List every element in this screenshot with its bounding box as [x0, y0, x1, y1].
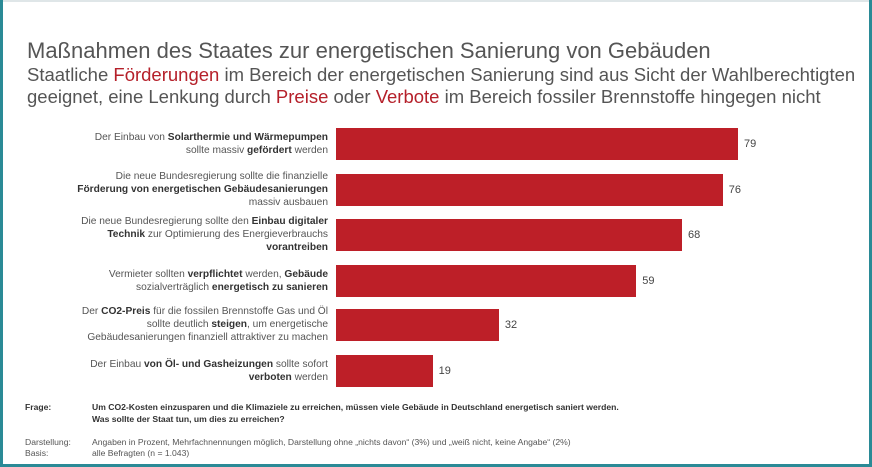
- display-text: Angaben in Prozent, Mehrfachnennungen mö…: [92, 437, 571, 447]
- question-line-2: Was sollte der Staat tun, um dies zu err…: [92, 414, 285, 424]
- label-segment: Gebäude: [284, 268, 328, 280]
- label-segment: Einbau digitaler: [251, 216, 328, 228]
- label-segment: CO2-Preis: [101, 306, 151, 318]
- label-segment: sozialverträglich: [136, 282, 212, 293]
- display-label: Darstellung:: [25, 437, 71, 447]
- bar: [336, 355, 433, 387]
- category-label: Der Einbau von Solarthermie und Wärmepum…: [0, 131, 328, 157]
- label-segment: Vermieter sollten: [108, 268, 188, 280]
- label-segment: werden: [291, 145, 328, 156]
- subtitle-line: Staatliche Förderungen im Bereich der en…: [27, 64, 855, 86]
- category-label: Vermieter sollten verpflichtet werden, G…: [0, 268, 328, 294]
- subtitle-text: oder: [328, 86, 376, 107]
- label-segment: sollte sofort: [273, 358, 328, 370]
- label-segment: sollte deutlich: [146, 319, 212, 331]
- label-segment: verpflichtet: [187, 268, 243, 280]
- label-segment: Die neue Bundesregierung sollte die fina…: [115, 171, 328, 183]
- bar: [336, 128, 738, 160]
- label-segment: Solarthermie und Wärmepumpen: [167, 131, 328, 143]
- chart-subtitle: Staatliche Förderungen im Bereich der en…: [27, 64, 855, 108]
- highlight-word: Verbote: [375, 86, 440, 107]
- data-label: 19: [438, 365, 451, 377]
- bar: [336, 174, 723, 206]
- label-segment: , um energetische: [247, 319, 328, 331]
- category-label: Der CO2-Preis für die fossilen Brennstof…: [0, 305, 328, 345]
- data-label: 32: [504, 319, 518, 331]
- label-segment: Die neue Bundesregierung sollte den: [81, 216, 252, 228]
- subtitle-line: geeignet, eine Lenkung durch Preise oder…: [27, 86, 855, 108]
- label-segment: für die fossilen Brennstoffe Gas und Öl: [150, 306, 328, 318]
- question-line-1: Um CO2-Kosten einzusparen und die Klimaz…: [92, 402, 619, 412]
- data-label: 68: [688, 229, 701, 241]
- label-segment: sollte massiv: [185, 145, 248, 156]
- label-segment: energetisch zu sanieren: [211, 282, 328, 293]
- label-segment: gefördert: [247, 145, 292, 156]
- label-segment: von Öl- und Gasheizungen: [144, 358, 274, 370]
- category-label: Die neue Bundesregierung sollte den Einb…: [0, 215, 328, 255]
- basis-text: alle Befragten (n = 1.043): [92, 448, 190, 458]
- highlight-word: Förderungen: [113, 64, 220, 85]
- bar: [336, 309, 499, 341]
- label-segment: werden,: [242, 268, 285, 280]
- label-segment: zur Optimierung des Energieverbrauchs: [145, 229, 328, 241]
- subtitle-text: im Bereich der energetischen Sanierung s…: [219, 64, 856, 85]
- subtitle-text: Staatliche: [27, 64, 114, 85]
- data-label: 76: [728, 184, 741, 196]
- question-label: Frage:: [25, 402, 52, 412]
- label-segment: Der Einbau von: [94, 131, 168, 143]
- bar: [336, 219, 683, 251]
- highlight-word: Preise: [275, 86, 329, 107]
- label-segment: Der: [81, 306, 102, 318]
- label-segment: verboten: [248, 372, 292, 383]
- chart-title: Maßnahmen des Staates zur energetischen …: [27, 38, 711, 63]
- label-segment: Der Einbau: [90, 358, 145, 370]
- label-segment: steigen: [211, 319, 248, 331]
- label-segment: vorantreiben: [266, 242, 328, 254]
- label-segment: Technik: [107, 229, 146, 241]
- category-label: Der Einbau von Öl- und Gasheizungen soll…: [0, 358, 328, 384]
- data-label: 79: [744, 138, 757, 150]
- label-segment: massiv ausbauen: [248, 197, 328, 209]
- data-label: 59: [642, 275, 655, 287]
- subtitle-text: im Bereich fossiler Brennstoffe hingegen…: [439, 86, 821, 107]
- label-segment: Förderung von energetischen Gebäudesanie…: [77, 184, 328, 196]
- basis-label: Basis:: [25, 448, 49, 458]
- subtitle-text: geeignet, eine Lenkung durch: [27, 86, 276, 107]
- category-label: Die neue Bundesregierung sollte die fina…: [0, 170, 328, 210]
- label-segment: Gebäudesanierungen finanziell attraktive…: [87, 332, 328, 344]
- bar: [336, 265, 637, 297]
- label-segment: werden: [291, 372, 328, 383]
